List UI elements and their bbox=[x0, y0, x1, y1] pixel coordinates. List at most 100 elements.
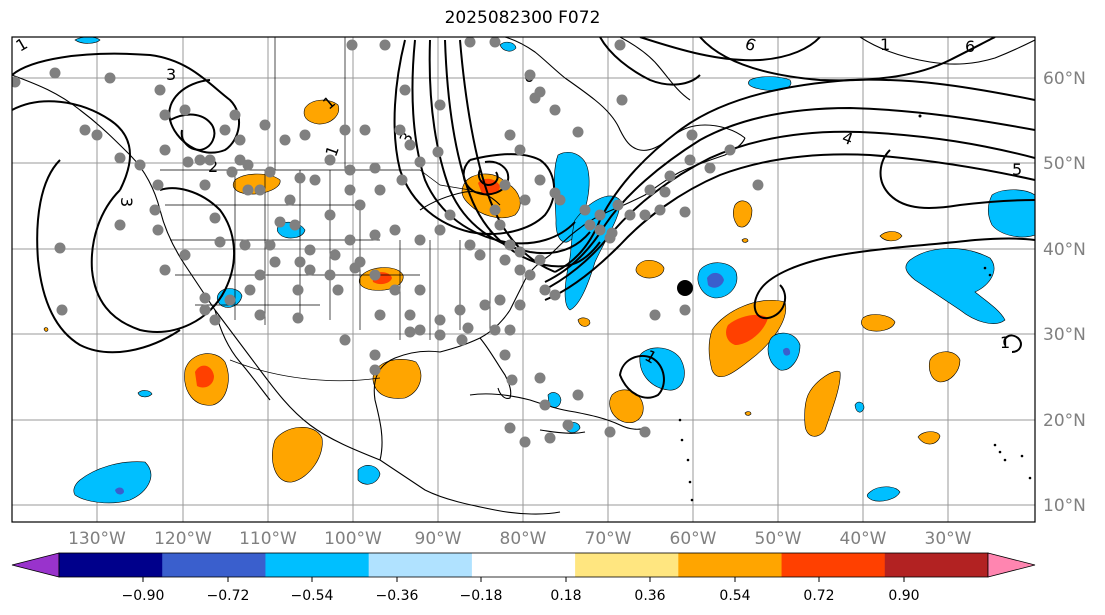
colorbar-tick-label: 0.36 bbox=[634, 588, 665, 604]
station-dot bbox=[104, 72, 116, 84]
station-dot bbox=[594, 224, 606, 236]
station-dot bbox=[489, 204, 501, 216]
station-dot bbox=[114, 152, 126, 164]
station-dot bbox=[134, 159, 146, 171]
colorbar-tick-label: −0.54 bbox=[291, 588, 334, 604]
station-dot bbox=[209, 314, 221, 326]
station-dot bbox=[506, 374, 518, 386]
colorbar-bin bbox=[575, 553, 679, 577]
station-dot bbox=[504, 239, 516, 251]
colorbar-labels: −0.90 −0.72 −0.54 −0.36 −0.18 0.18 0.36 … bbox=[122, 588, 920, 604]
colorbar-extend-low bbox=[11, 552, 60, 578]
station-dot bbox=[199, 304, 211, 316]
contour-label: 1 bbox=[1000, 333, 1010, 352]
station-dot bbox=[374, 184, 386, 196]
station-dot bbox=[514, 299, 526, 311]
station-dot bbox=[679, 206, 691, 218]
station-dot bbox=[269, 256, 281, 268]
colorbar-bin bbox=[162, 553, 266, 577]
station-dot bbox=[644, 184, 656, 196]
station-dot bbox=[679, 304, 691, 316]
station-dot bbox=[704, 162, 716, 174]
station-dot bbox=[182, 156, 194, 168]
station-dot bbox=[534, 254, 546, 266]
station-dot bbox=[259, 119, 271, 131]
station-dot bbox=[344, 184, 356, 196]
station-dot bbox=[159, 264, 171, 276]
station-dot bbox=[514, 246, 526, 258]
station-dot bbox=[292, 284, 304, 296]
station-dot bbox=[432, 146, 444, 158]
station-dot bbox=[444, 209, 456, 221]
contour-label: 2 bbox=[208, 157, 218, 176]
station-dot bbox=[264, 239, 276, 251]
station-dot bbox=[664, 170, 676, 182]
colorbar-bin bbox=[471, 553, 576, 577]
colorbar-tick-label: 0.72 bbox=[803, 588, 834, 604]
station-dot bbox=[389, 284, 401, 296]
station-dot bbox=[219, 124, 231, 136]
highlighted-location-marker bbox=[677, 280, 693, 296]
station-dot bbox=[332, 284, 344, 296]
station-dot bbox=[254, 269, 266, 281]
station-dot bbox=[339, 124, 351, 136]
station-dot bbox=[604, 232, 616, 244]
station-dot bbox=[199, 292, 211, 304]
station-dot bbox=[399, 84, 411, 96]
colorbar-bin bbox=[781, 553, 886, 577]
station-dot bbox=[499, 349, 511, 361]
station-dot bbox=[394, 124, 406, 136]
station-dot bbox=[414, 234, 426, 246]
station-dot bbox=[572, 389, 584, 401]
colorbar-bin bbox=[884, 553, 989, 577]
station-dot bbox=[289, 219, 301, 231]
station-dot bbox=[524, 69, 536, 81]
station-dot bbox=[344, 164, 356, 176]
station-dot bbox=[562, 419, 574, 431]
map-frame bbox=[11, 36, 1036, 523]
station-dot bbox=[514, 264, 526, 276]
station-dot bbox=[519, 436, 531, 448]
lat-label: 60°N bbox=[1043, 69, 1086, 89]
station-dot bbox=[284, 194, 296, 206]
colorbar-extend-high bbox=[987, 552, 1036, 578]
station-dot bbox=[56, 304, 68, 316]
station-dot bbox=[614, 39, 626, 51]
station-dot bbox=[374, 309, 386, 321]
station-dot bbox=[91, 129, 103, 141]
colorbar-tick-label: −0.18 bbox=[460, 588, 503, 604]
station-dot bbox=[149, 204, 161, 216]
station-dot bbox=[152, 224, 164, 236]
station-dot bbox=[234, 154, 246, 166]
station-dot bbox=[519, 194, 531, 206]
lon-label: 110°W bbox=[239, 529, 297, 549]
station-dot bbox=[456, 334, 468, 346]
map-title: 2025082300 F072 bbox=[444, 8, 601, 28]
station-dot bbox=[294, 256, 306, 268]
station-dot bbox=[654, 204, 666, 216]
station-dot bbox=[584, 219, 596, 231]
colorbar-bin bbox=[678, 553, 783, 577]
contour-label: 6 bbox=[965, 37, 975, 56]
station-dot bbox=[344, 234, 356, 246]
station-dot bbox=[389, 224, 401, 236]
station-dot bbox=[724, 144, 736, 156]
station-dot bbox=[299, 129, 311, 141]
station-dot bbox=[549, 289, 561, 301]
station-dot bbox=[686, 129, 698, 141]
lon-label: 70°W bbox=[585, 529, 632, 549]
lon-label: 130°W bbox=[68, 529, 126, 549]
gridlines bbox=[12, 37, 1035, 522]
station-dot bbox=[114, 219, 126, 231]
station-dot bbox=[434, 329, 446, 341]
lon-label: 40°W bbox=[840, 529, 887, 549]
station-dot bbox=[49, 67, 61, 79]
station-dot bbox=[499, 179, 511, 191]
station-dot bbox=[414, 324, 426, 336]
station-dot bbox=[514, 144, 526, 156]
station-dot bbox=[339, 334, 351, 346]
station-dot bbox=[254, 184, 266, 196]
station-dot bbox=[292, 312, 304, 324]
station-dot bbox=[464, 37, 476, 48]
